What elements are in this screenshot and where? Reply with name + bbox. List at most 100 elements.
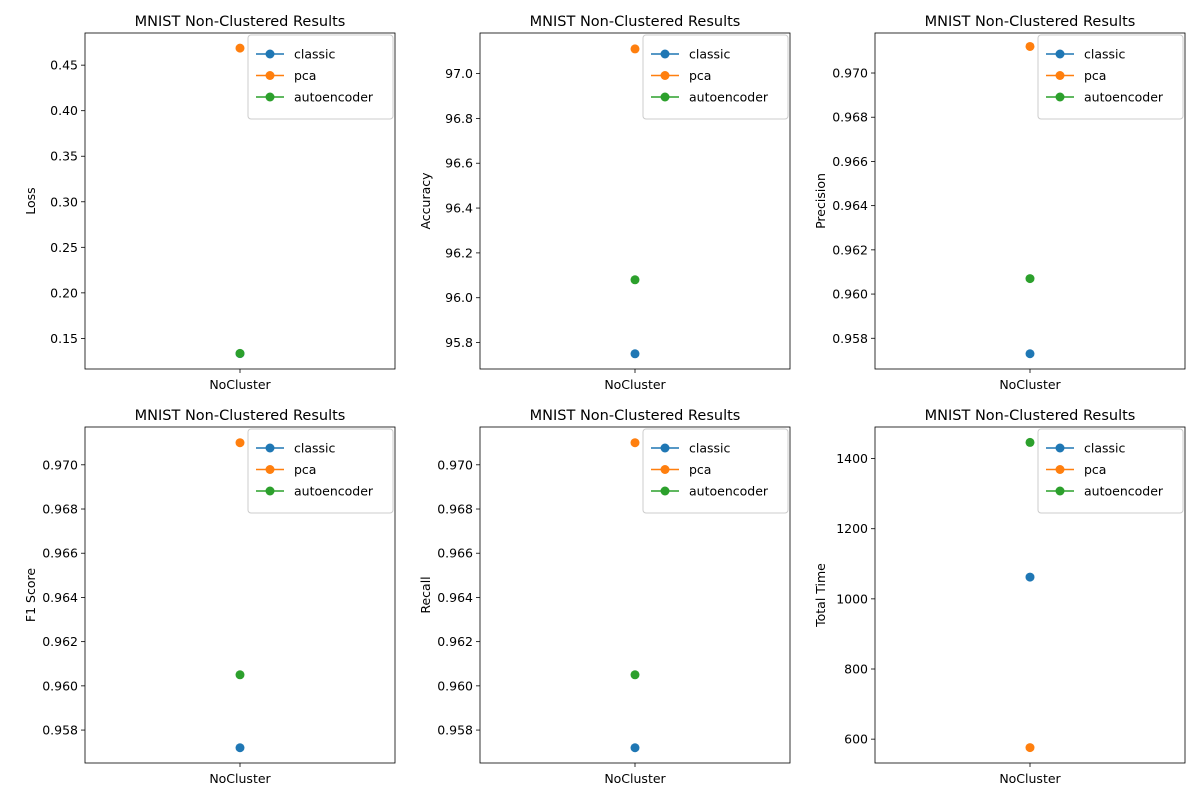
y-tick-label: 96.6 bbox=[445, 156, 473, 171]
plot-frame bbox=[84, 32, 396, 370]
legend-label-pca: pca bbox=[1084, 68, 1106, 83]
legend-label-classic: classic bbox=[689, 47, 731, 62]
subplot-title: MNIST Non-Clustered Results bbox=[135, 14, 346, 30]
data-point-pca bbox=[1025, 743, 1035, 753]
subplot-2: MNIST Non-Clustered Results Accuracy 95.8 9… bbox=[418, 14, 791, 392]
y-tick-label: 96.4 bbox=[445, 201, 473, 216]
legend-marker-pca bbox=[265, 71, 275, 80]
y-tick-label: 0.970 bbox=[832, 66, 868, 81]
y-tick-label: 0.966 bbox=[437, 546, 473, 561]
data-point-classic bbox=[235, 743, 245, 753]
plot-frame bbox=[84, 426, 396, 764]
legend: classic pca autoencoder bbox=[247, 34, 394, 120]
y-axis-label: Recall bbox=[418, 576, 433, 613]
data-point-pca bbox=[235, 438, 245, 448]
data-point-autoencoder bbox=[235, 670, 245, 680]
legend-marker-pca bbox=[1055, 71, 1065, 80]
data-point-pca bbox=[235, 43, 245, 53]
plot-frame bbox=[874, 426, 1186, 764]
legend-marker-autoencoder bbox=[1055, 92, 1065, 102]
y-tick-label: 0.20 bbox=[50, 285, 78, 300]
legend-label-pca: pca bbox=[294, 68, 316, 83]
y-tick-label: 600 bbox=[844, 732, 868, 747]
data-point-autoencoder bbox=[1025, 274, 1035, 284]
data-point-autoencoder bbox=[1025, 437, 1035, 447]
legend-marker-classic bbox=[265, 443, 275, 453]
legend-label-autoencoder: autoencoder bbox=[1084, 90, 1164, 105]
legend-marker-classic bbox=[660, 49, 670, 59]
legend-label-classic: classic bbox=[1084, 47, 1126, 62]
legend: classic pca autoencoder bbox=[642, 34, 789, 120]
data-point-classic bbox=[630, 743, 640, 753]
legend-marker-autoencoder bbox=[1055, 486, 1065, 496]
subplot-title: MNIST Non-Clustered Results bbox=[925, 14, 1136, 30]
y-tick-label: 0.958 bbox=[437, 723, 473, 738]
legend: classic pca autoencoder bbox=[1037, 428, 1184, 514]
legend-label-classic: classic bbox=[689, 441, 731, 456]
y-tick-label: 0.960 bbox=[832, 287, 868, 302]
y-tick-label: 1200 bbox=[836, 521, 868, 536]
legend-marker-autoencoder bbox=[660, 486, 670, 496]
y-tick-label: 95.8 bbox=[445, 335, 473, 350]
y-tick-label: 0.968 bbox=[42, 502, 78, 517]
legend-marker-classic bbox=[1055, 443, 1065, 453]
legend-label-pca: pca bbox=[689, 462, 711, 477]
subplot-4: MNIST Non-Clustered Results F1 Score 0.958… bbox=[23, 408, 396, 786]
data-point-autoencoder bbox=[630, 275, 640, 285]
y-tick-label: 0.958 bbox=[832, 331, 868, 346]
legend-marker-pca bbox=[1055, 465, 1065, 474]
legend-box bbox=[642, 428, 789, 514]
data-point-pca bbox=[630, 44, 640, 54]
legend-marker-classic bbox=[265, 49, 275, 59]
y-tick-label: 96.2 bbox=[445, 245, 473, 260]
legend: classic pca autoencoder bbox=[247, 428, 394, 514]
legend-box bbox=[247, 428, 394, 514]
data-point-classic bbox=[1025, 349, 1035, 359]
data-point-pca bbox=[1025, 41, 1035, 51]
y-tick-label: 97.0 bbox=[445, 66, 473, 81]
y-tick-label: 0.25 bbox=[50, 240, 78, 255]
legend-marker-autoencoder bbox=[265, 92, 275, 102]
legend-label-classic: classic bbox=[294, 47, 336, 62]
y-tick-label: 0.958 bbox=[42, 723, 78, 738]
x-tick-label: NoCluster bbox=[209, 771, 271, 786]
y-tick-label: 1000 bbox=[836, 591, 868, 606]
x-tick-label: NoCluster bbox=[604, 771, 666, 786]
y-tick-label: 800 bbox=[844, 662, 868, 677]
y-tick-label: 0.970 bbox=[42, 457, 78, 472]
legend-box bbox=[1037, 34, 1184, 120]
subplot-title: MNIST Non-Clustered Results bbox=[530, 408, 741, 424]
y-axis-label: Accuracy bbox=[418, 172, 433, 230]
y-tick-label: 0.45 bbox=[50, 58, 78, 73]
y-tick-label: 0.35 bbox=[50, 149, 78, 164]
plot-frame bbox=[479, 32, 791, 370]
y-tick-label: 0.40 bbox=[50, 103, 78, 118]
y-tick-label: 96.0 bbox=[445, 290, 473, 305]
legend-label-classic: classic bbox=[294, 441, 336, 456]
y-tick-label: 1400 bbox=[836, 451, 868, 466]
y-axis-label: F1 Score bbox=[23, 568, 38, 622]
data-point-autoencoder bbox=[235, 348, 245, 358]
legend: classic pca autoencoder bbox=[642, 428, 789, 514]
subplot-title: MNIST Non-Clustered Results bbox=[530, 14, 741, 30]
data-point-pca bbox=[630, 438, 640, 448]
y-tick-label: 0.966 bbox=[42, 546, 78, 561]
y-tick-label: 0.960 bbox=[42, 678, 78, 693]
data-point-classic bbox=[1025, 572, 1035, 582]
subplot-title: MNIST Non-Clustered Results bbox=[925, 408, 1136, 424]
y-tick-label: 0.15 bbox=[50, 331, 78, 346]
data-point-autoencoder bbox=[630, 670, 640, 680]
y-tick-label: 0.962 bbox=[832, 242, 868, 257]
legend-label-autoencoder: autoencoder bbox=[294, 90, 374, 105]
legend-box bbox=[1037, 428, 1184, 514]
x-tick-label: NoCluster bbox=[999, 377, 1061, 392]
legend-label-pca: pca bbox=[689, 68, 711, 83]
legend-marker-classic bbox=[1055, 49, 1065, 59]
legend-marker-pca bbox=[660, 71, 670, 80]
legend-marker-pca bbox=[265, 465, 275, 474]
y-tick-label: 0.964 bbox=[832, 198, 868, 213]
legend-label-pca: pca bbox=[1084, 462, 1106, 477]
x-tick-label: NoCluster bbox=[604, 377, 666, 392]
y-tick-label: 0.968 bbox=[832, 110, 868, 125]
legend-label-autoencoder: autoencoder bbox=[689, 484, 769, 499]
